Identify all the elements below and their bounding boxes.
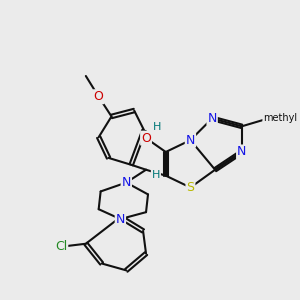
Text: N: N [122,176,131,189]
Text: N: N [237,146,246,158]
Text: Cl: Cl [55,240,67,253]
Text: O: O [94,90,103,103]
Text: N: N [208,112,217,125]
Text: O: O [141,132,151,145]
Text: N: N [116,213,125,226]
Text: H: H [153,122,161,132]
Text: H: H [152,170,160,180]
Text: S: S [186,181,194,194]
Text: N: N [186,134,195,147]
Text: methyl: methyl [263,113,297,123]
